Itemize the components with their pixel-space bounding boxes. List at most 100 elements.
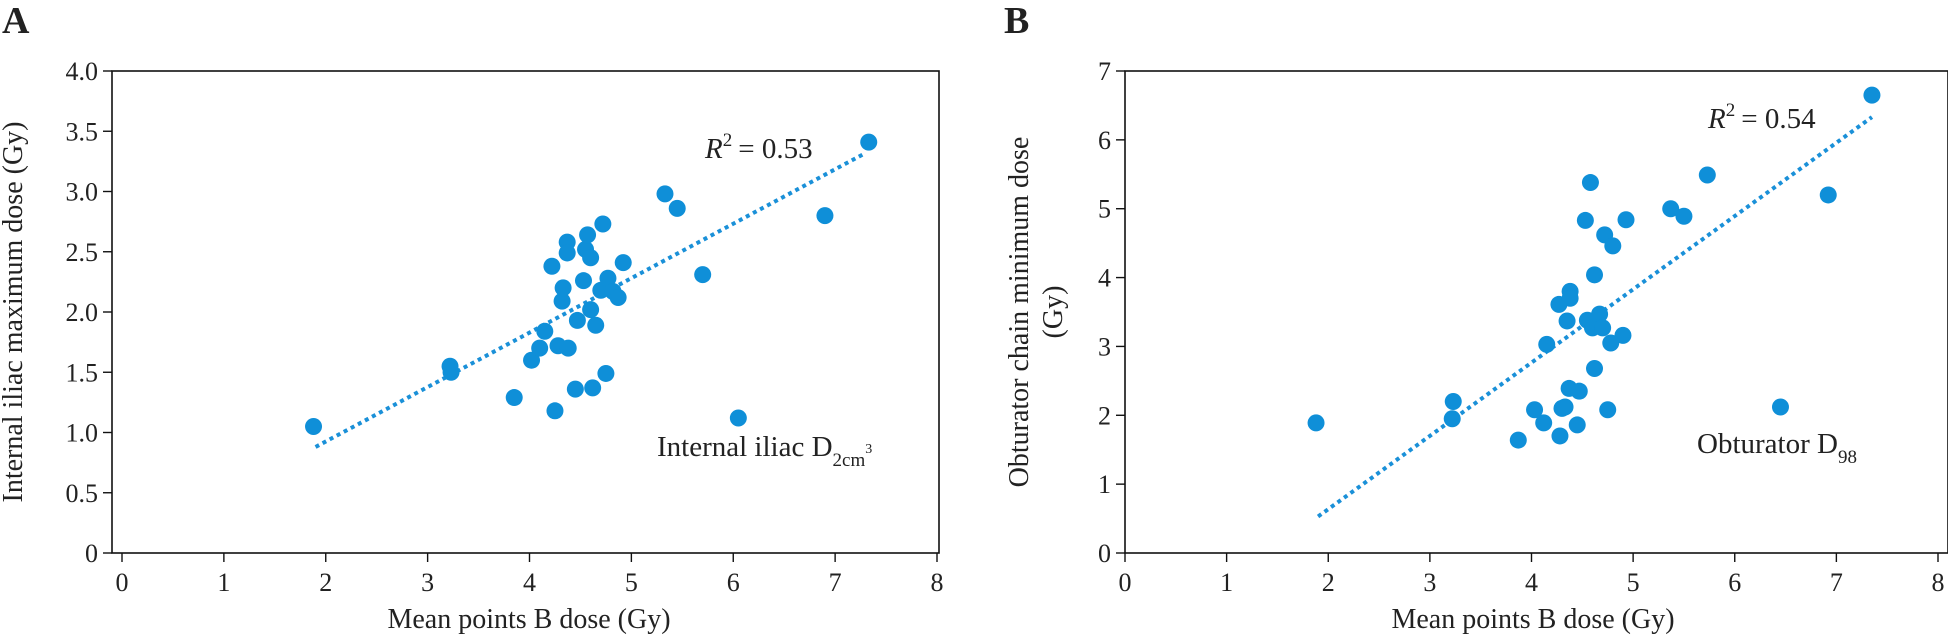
scatter-point	[558, 244, 576, 262]
panel-b-chart: B 0 1 2 3 4 5 6 7 8 0 1 2 3 4 5 6 7 Mean points B dose …	[1004, 0, 1948, 635]
y-tick-label: 1	[1098, 470, 1111, 499]
scatter-point	[1675, 207, 1693, 225]
x-tick-label: 1	[1220, 568, 1233, 597]
x-tick-label: 3	[421, 568, 434, 597]
panel-a-y-axis-label: Internal iliac maximum dose (Gy)	[0, 122, 29, 503]
scatter-point	[1863, 86, 1881, 104]
scatter-point	[1581, 174, 1599, 192]
panel-a-r-squared-value: = 0.53	[738, 133, 812, 165]
panel-b-y-axis-label-line2: (Gy)	[1038, 286, 1069, 339]
y-tick-label: 0.5	[66, 479, 99, 508]
scatter-point	[505, 389, 523, 407]
scatter-point	[568, 311, 586, 329]
trend-line	[314, 151, 867, 449]
panel-a-r-squared-annotation: R2 = 0.53	[704, 130, 813, 165]
y-tick-label: 2	[1098, 401, 1111, 430]
y-tick-label: 5	[1098, 195, 1111, 224]
scatter-point	[1819, 186, 1837, 204]
panel-b-annotation-subscript: 98	[1838, 447, 1857, 468]
x-tick-label: 0	[1119, 568, 1132, 597]
scatter-point	[816, 207, 834, 225]
scatter-point	[553, 292, 571, 310]
x-tick-label: 4	[1525, 568, 1538, 597]
y-tick-label: 0	[85, 539, 98, 568]
scatter-point	[594, 215, 612, 233]
scatter-point	[536, 322, 554, 340]
scatter-point	[587, 316, 605, 334]
panel-b-plot-frame	[1124, 70, 1948, 554]
scatter-point	[1576, 211, 1594, 229]
y-tick-label: 0	[1098, 539, 1111, 568]
scatter-point	[656, 185, 674, 203]
trend-line	[1316, 115, 1874, 519]
x-tick-label: 7	[1830, 568, 1843, 597]
y-tick-label: 1.5	[66, 358, 99, 387]
scatter-point	[546, 402, 564, 420]
y-tick-label: 2.5	[66, 238, 99, 267]
scatter-point	[694, 266, 712, 284]
scatter-point	[584, 379, 602, 397]
scatter-point	[531, 339, 549, 357]
scatter-point	[1561, 289, 1579, 307]
scatter-point	[1526, 401, 1544, 419]
scatter-point	[1599, 401, 1617, 419]
x-tick-label: 3	[1423, 568, 1436, 597]
y-tick-label: 7	[1098, 57, 1111, 86]
scatter-point	[582, 301, 600, 319]
scatter-point	[860, 133, 878, 151]
scatter-point	[1662, 200, 1680, 218]
scatter-point	[1568, 416, 1586, 434]
scatter-point	[1443, 410, 1461, 428]
y-tick-label: 2.0	[66, 298, 99, 327]
panel-a-letter: A	[2, 0, 30, 42]
panel-a-annotation-main: Internal iliac D	[657, 431, 833, 463]
scatter-point	[305, 417, 323, 435]
x-tick-label: 8	[931, 568, 944, 597]
scatter-point	[1586, 266, 1604, 284]
y-tick-label: 3.5	[66, 117, 99, 146]
scatter-point	[523, 351, 541, 369]
x-tick-label: 8	[1932, 568, 1945, 597]
x-tick-label: 5	[625, 568, 638, 597]
x-tick-label: 1	[217, 568, 230, 597]
scatter-point	[1535, 414, 1553, 432]
scatter-point	[543, 257, 561, 275]
panel-b-x-axis-label: Mean points B dose (Gy)	[1391, 604, 1674, 635]
scatter-point	[1570, 382, 1588, 400]
scatter-point	[1614, 326, 1632, 344]
scatter-point	[668, 199, 686, 217]
scatter-point	[1538, 335, 1556, 353]
scatter-point	[729, 409, 747, 427]
scatter-point	[582, 249, 600, 267]
x-tick-label: 5	[1627, 568, 1640, 597]
scatter-point	[1617, 211, 1635, 229]
scatter-point	[1556, 398, 1574, 416]
panel-a-x-axis-label: Mean points B dose (Gy)	[387, 604, 670, 635]
x-tick-label: 7	[829, 568, 842, 597]
y-tick-label: 1.0	[66, 419, 99, 448]
panel-a-annotation-superscript: 3	[865, 442, 872, 457]
y-tick-label: 3.0	[66, 178, 99, 207]
scatter-point	[1698, 166, 1716, 184]
y-tick-label: 4	[1098, 264, 1111, 293]
scatter-point	[574, 272, 592, 290]
scatter-point	[566, 380, 584, 398]
panel-b-annotation-main: Obturator D	[1697, 428, 1838, 460]
scatter-point	[1586, 359, 1604, 377]
panel-b-r-squared-annotation: R2 = 0.54	[1707, 100, 1816, 135]
scatter-point	[554, 279, 572, 297]
x-tick-label: 6	[1728, 568, 1741, 597]
scatter-point	[1551, 427, 1569, 445]
scatter-point	[1307, 414, 1325, 432]
panel-a-annotation-subscript: 2cm	[833, 450, 866, 471]
scatter-point	[1509, 431, 1527, 449]
scatter-point	[597, 364, 615, 382]
panel-a-chart: A 0 1 2 3 4 5 6 7 8 0 0.5 1.0 1.5 2.0 2.5 3.0 3.5 4.0 Me…	[0, 0, 944, 635]
scatter-point	[1602, 334, 1620, 352]
y-tick-label: 4.0	[66, 57, 99, 86]
scatter-point	[1558, 312, 1576, 330]
scatter-point	[614, 254, 632, 272]
panel-b-letter: B	[1004, 0, 1029, 42]
x-tick-label: 4	[523, 568, 536, 597]
x-tick-label: 6	[727, 568, 740, 597]
